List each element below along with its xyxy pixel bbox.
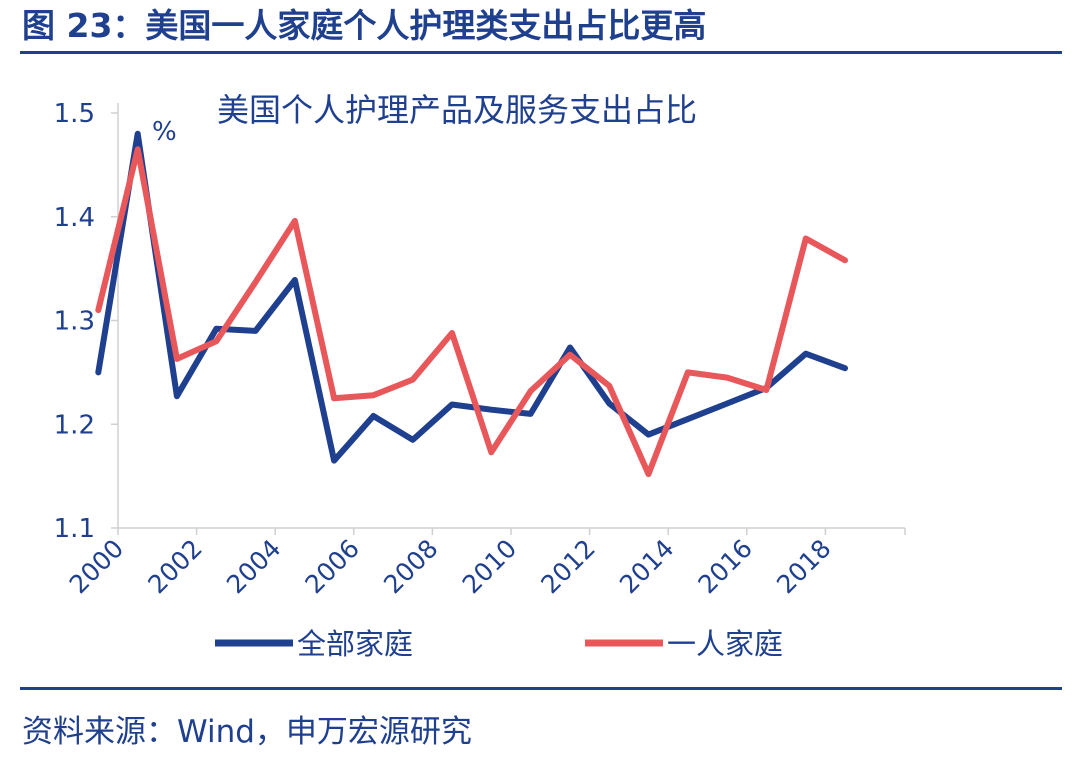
series-line-一人家庭: [95, 146, 848, 478]
series-line-全部家庭: [95, 130, 848, 464]
x-tick-labels: 2000 2002 2004 2006 2008 2010 2012 2014 2016 2018: [64, 534, 837, 599]
line-chart: 1.1 1.2 1.3 1.4 1.5 2000 2002 2004 2006 2008 2010…: [54, 91, 906, 661]
legend-label: 一人家庭: [667, 627, 783, 661]
x-tick-label: 2012: [535, 534, 600, 599]
y-tick-label: 1.1: [54, 514, 95, 544]
source-rule: [20, 687, 1062, 690]
y-tick-label: 1.5: [54, 99, 95, 129]
unit-label: %: [152, 117, 177, 147]
x-tick-label: 2002: [142, 534, 207, 599]
y-tick-label: 1.3: [54, 307, 95, 337]
x-tick-label: 2018: [771, 534, 836, 599]
chart-title: 美国个人护理产品及服务支出占比: [217, 91, 697, 129]
legend-label: 全部家庭: [297, 627, 413, 661]
figure-title: 图 23：美国一人家庭个人护理类支出占比更高: [22, 6, 707, 45]
x-tick-label: 2006: [300, 534, 365, 599]
x-tick-label: 2014: [614, 534, 679, 599]
legend: 全部家庭 一人家庭: [215, 627, 783, 661]
series-lines: [95, 130, 848, 478]
x-tick-label: 2010: [457, 534, 522, 599]
title-rule: [20, 51, 1062, 54]
x-tick-label: 2016: [693, 534, 758, 599]
x-tick-label: 2008: [378, 534, 443, 599]
y-tick-label: 1.4: [54, 203, 95, 233]
x-tick-label: 2004: [221, 534, 286, 599]
y-tick-labels: 1.1 1.2 1.3 1.4 1.5: [54, 99, 95, 544]
y-tick-label: 1.2: [54, 410, 95, 440]
source-note: 资料来源：Wind，申万宏源研究: [22, 714, 472, 750]
chart-axes: [111, 103, 906, 535]
